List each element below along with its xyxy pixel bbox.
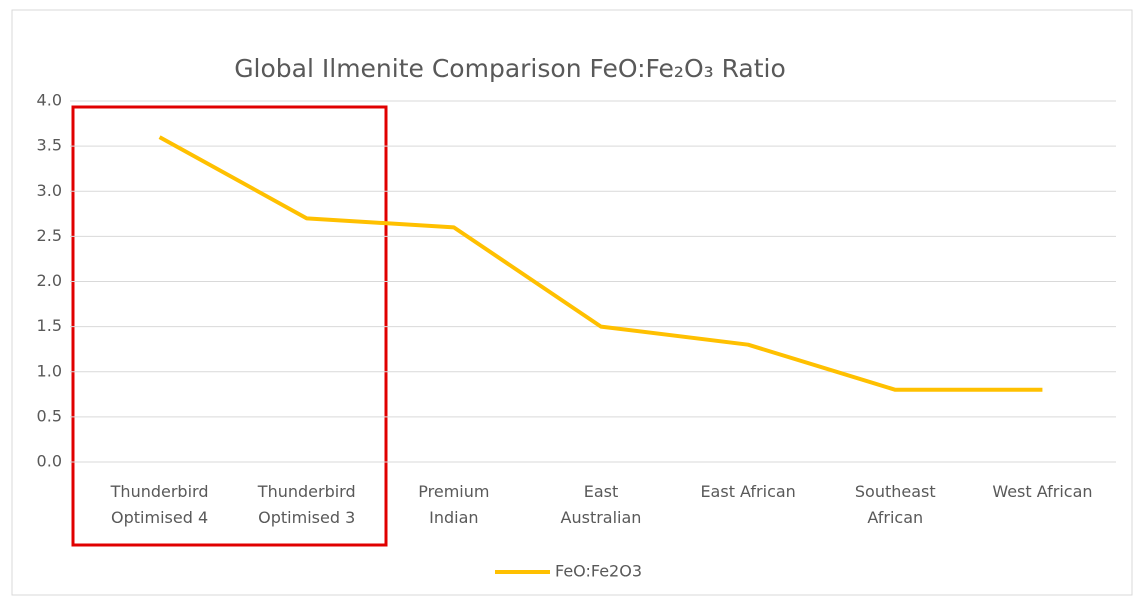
highlight-box — [71, 105, 388, 547]
x-tick-label: Thunderbird Optimised 3 — [257, 482, 356, 527]
y-tick-label: 4.0 — [37, 91, 62, 110]
x-tick-label: Premium Indian — [418, 482, 489, 527]
y-tick-label: 0.0 — [37, 452, 62, 471]
y-tick-label: 1.5 — [37, 316, 62, 335]
legend-label: FeO:Fe2O3 — [555, 562, 642, 581]
x-tick-label: Southeast African — [855, 482, 936, 527]
x-tick-label: East Australian — [561, 482, 642, 527]
y-tick-label: 3.5 — [37, 136, 62, 155]
x-tick-label: West African — [992, 482, 1092, 501]
y-tick-label: 1.0 — [37, 361, 62, 380]
x-tick-label: East African — [700, 482, 795, 501]
y-tick-label: 2.5 — [37, 226, 62, 245]
chart-title: Global Ilmenite Comparison FeO:Fe₂O₃ Rat… — [234, 54, 786, 83]
y-tick-label: 3.0 — [37, 181, 62, 200]
data-line — [158, 135, 1043, 392]
y-tick-label: 0.5 — [37, 406, 62, 425]
y-tick-label: 2.0 — [37, 271, 62, 290]
x-tick-label: Thunderbird Optimised 4 — [110, 482, 209, 527]
